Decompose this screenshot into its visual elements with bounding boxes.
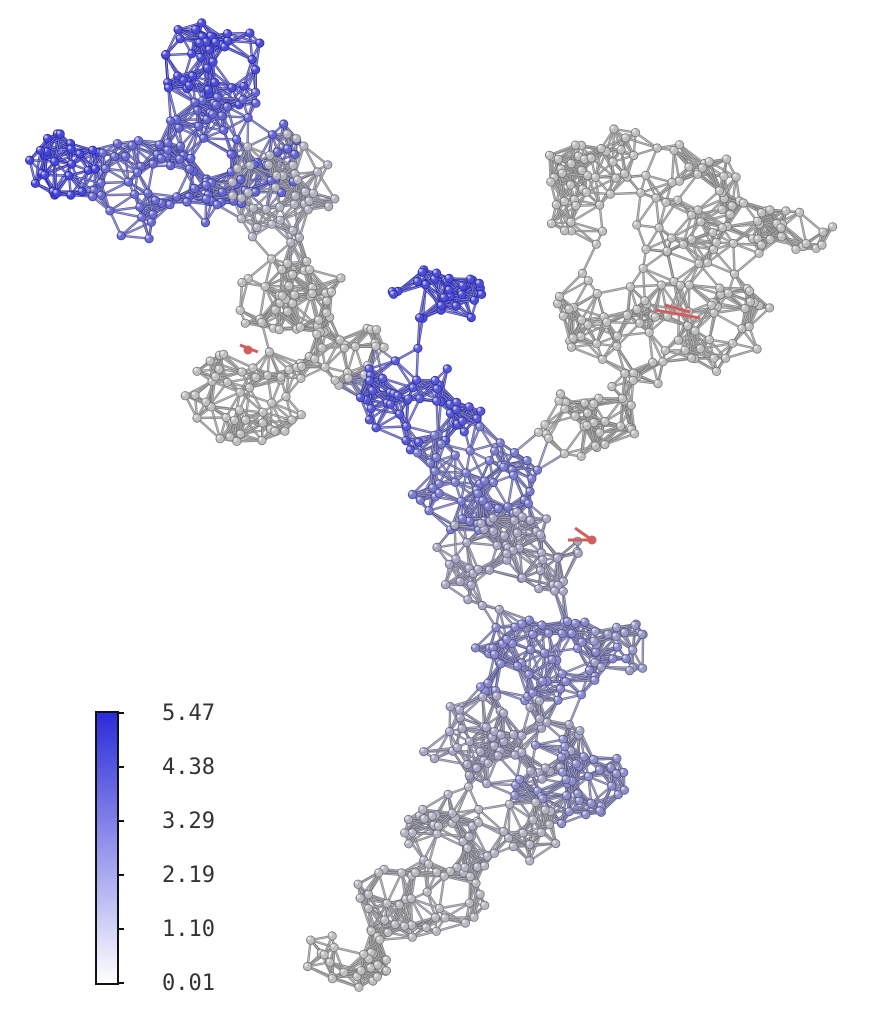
network-edge-highlight: [168, 87, 171, 121]
network-edge: [53, 133, 62, 162]
network-edge: [216, 203, 242, 220]
network-edge: [101, 193, 135, 197]
network-edge: [201, 67, 209, 101]
network-edge-highlight: [68, 175, 93, 197]
network-edge: [68, 174, 102, 185]
network-edge-highlight: [212, 61, 233, 88]
network-edge: [220, 115, 238, 141]
network-edge: [68, 174, 94, 198]
network-edge: [138, 139, 169, 152]
network-edge-highlight: [507, 475, 514, 507]
network-edge: [169, 187, 196, 206]
network-edge: [203, 137, 237, 141]
network-edge: [121, 234, 150, 240]
network-edge: [231, 68, 257, 89]
network-edge-highlight: [303, 145, 318, 173]
network-edge-highlight: [109, 206, 140, 212]
network-edge-highlight: [169, 188, 195, 206]
network-edge: [44, 162, 73, 177]
network-edge: [316, 171, 336, 200]
network-edge: [202, 115, 223, 140]
network-edge-highlight: [203, 137, 237, 140]
network-edge: [70, 148, 97, 171]
network-edge: [182, 125, 200, 157]
network-edge: [201, 21, 229, 42]
network-edge-highlight: [375, 427, 407, 441]
network-edge-highlight: [44, 163, 72, 176]
network-edge-highlight: [121, 235, 150, 239]
network-edge: [109, 209, 142, 219]
network-edge: [167, 87, 172, 121]
protein-network-mesh: [25, 18, 838, 992]
network-edge: [212, 61, 233, 89]
network-edge: [167, 86, 196, 104]
network-edge-highlight: [514, 431, 539, 453]
network-edge: [302, 145, 319, 173]
network-edge: [53, 161, 58, 194]
network-edge: [147, 192, 177, 198]
network-edge: [242, 59, 254, 87]
network-edge-highlight: [147, 192, 177, 198]
network-edge-highlight: [202, 68, 208, 101]
network-edge-highlight: [109, 194, 135, 212]
network-edge-highlight: [54, 133, 61, 162]
network-edge: [109, 205, 141, 213]
network-edge: [241, 69, 257, 101]
network-edge-highlight: [68, 175, 102, 184]
network-edge-highlight: [227, 33, 260, 44]
network-edge: [207, 61, 215, 90]
network-edge-highlight: [226, 106, 237, 140]
network-edge-highlight: [105, 168, 138, 173]
network-edge: [247, 116, 274, 136]
network-edge-highlight: [221, 115, 237, 140]
network-edge-highlight: [243, 59, 253, 87]
network-edge-highlight: [231, 69, 256, 89]
network-edge: [186, 201, 207, 224]
network-edge-highlight: [54, 161, 58, 194]
network-edge-highlight: [242, 69, 256, 100]
network-edge-highlight: [101, 181, 129, 196]
network-edge: [246, 117, 250, 147]
network-edge-highlight: [168, 87, 196, 103]
network-edge-highlight: [101, 194, 135, 196]
network-edge: [100, 180, 130, 197]
network-edge-highlight: [208, 61, 214, 90]
network-edge-highlight: [247, 117, 249, 147]
network-edge-highlight: [177, 29, 193, 54]
network-edge-highlight: [138, 140, 168, 151]
network-edge-highlight: [227, 40, 253, 60]
network-edge-highlight: [183, 126, 200, 156]
network-edge: [99, 182, 112, 212]
network-edge: [177, 29, 193, 55]
network-edge-highlight: [190, 126, 200, 159]
network-edge-highlight: [186, 201, 206, 223]
network-edge-highlight: [201, 22, 229, 42]
network-edge: [113, 155, 139, 174]
network-edge-highlight: [114, 156, 138, 173]
network-edges: [28, 21, 834, 989]
network-edge: [109, 193, 136, 212]
network-edge-highlight: [216, 204, 242, 220]
network-edge-highlight: [203, 115, 223, 139]
network-edge-highlight: [100, 182, 111, 212]
network-edge-highlight: [317, 171, 336, 200]
network-edge-highlight: [70, 148, 96, 170]
network-edge-highlight: [121, 221, 152, 237]
network-edge-highlight: [203, 137, 232, 155]
network-edge: [203, 137, 232, 156]
network-edge: [120, 221, 152, 237]
network-edge: [227, 32, 261, 45]
network-edge: [235, 139, 252, 167]
network-edge: [226, 106, 238, 140]
network-edge-highlight: [247, 117, 273, 136]
network-edge-highlight: [109, 210, 142, 218]
network-edge: [227, 39, 253, 61]
network-edge-highlight: [236, 139, 251, 166]
network-edge: [105, 167, 138, 174]
network-edge: [189, 126, 200, 159]
